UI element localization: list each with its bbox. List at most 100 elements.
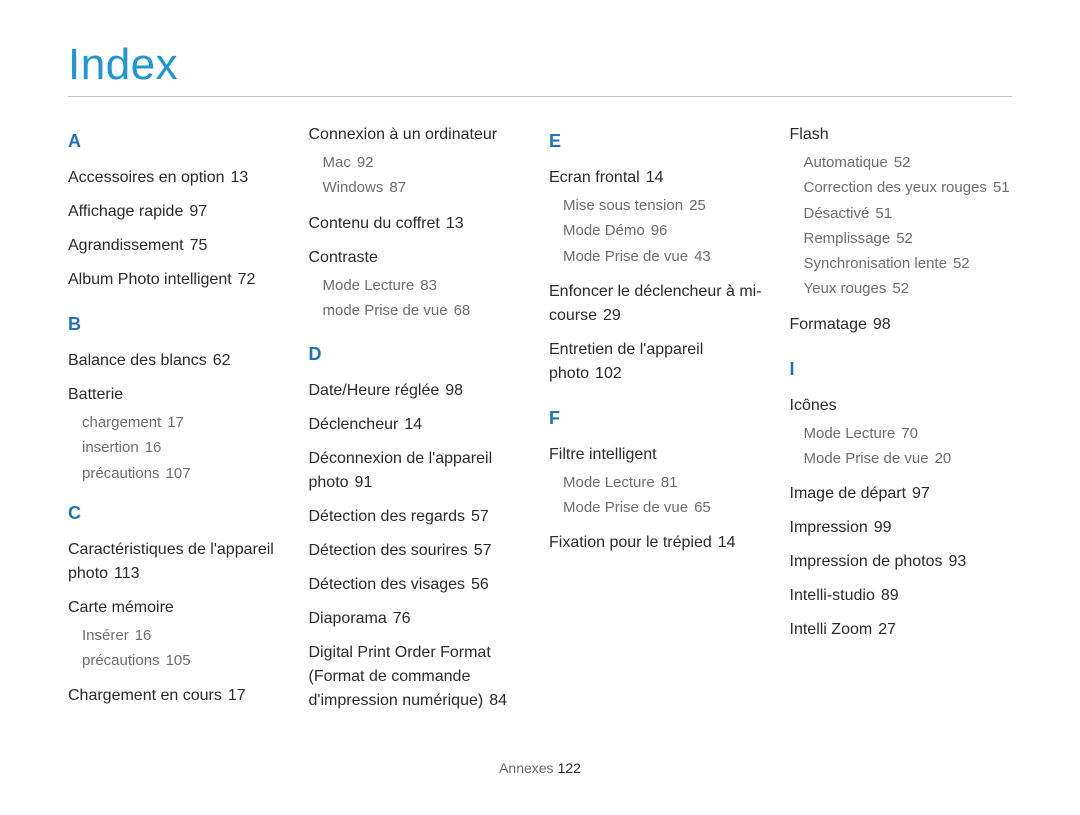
sub-page: 52 [892,280,909,297]
index-entry: Diaporama 76 [309,607,532,631]
index-entry: Impression99 [790,516,1013,540]
sub-page: 92 [357,154,374,171]
index-entry: Fixation pour le trépied14 [549,531,772,555]
entry-page: 98 [445,382,463,399]
index-entry: Formatage98 [790,313,1013,337]
sub-entry: Mode Lecture 70 [804,422,1013,445]
sub-page: 96 [651,222,668,239]
entry-text: Accessoires en option [68,169,225,186]
section-letter-d: D [309,344,532,365]
entry-text: Caractéristiques de l'appareil photo [68,541,274,582]
index-entry: Icônes Mode Lecture70 Mode Prise de vue2… [790,394,1013,471]
index-entry: Flash Automatique52 Correction des yeux … [790,123,1013,301]
sub-entry: Mise sous tension25 [563,194,772,217]
index-entry: Détection des visages 56 [309,573,532,597]
entry-text: Filtre intelligent [549,446,657,463]
entry-text: Agrandissement [68,237,184,254]
index-entry: Carte mémoire Insérer16 précautions105 [68,596,291,673]
sub-entry: Windows87 [323,176,532,199]
sub-entry: chargement 17 [82,411,291,434]
sub-entry: Mac 92 [323,151,532,174]
section-letter-e: E [549,131,772,152]
sub-entry: Remplissage52 [804,227,1013,250]
entry-page: 84 [489,692,507,709]
entry-page: 72 [238,271,256,288]
index-entry: Batterie chargement17 insertion16 précau… [68,383,291,485]
sub-text: Mac [323,154,351,171]
entry-text: Connexion à un ordinateur [309,126,498,143]
sub-text: Mise sous tension [563,197,683,214]
entry-page: 97 [912,485,930,502]
index-entry: Image de départ97 [790,482,1013,506]
sub-page: 107 [166,465,191,482]
entry-text: Détection des regards [309,508,466,525]
sub-entry: Mode Prise de vue43 [563,245,772,268]
entry-text: Diaporama [309,610,387,627]
entry-text: Chargement en cours [68,687,222,704]
sub-entry: Désactivé51 [804,202,1013,225]
sub-entry: mode Prise de vue68 [323,299,532,322]
entry-text: Intelli-studio [790,587,875,604]
index-entry: Enfoncer le déclencheur à mi-course29 [549,280,772,328]
sub-entry: Mode Prise de vue65 [563,496,772,519]
entry-page: 75 [190,237,208,254]
page-title: Index [68,40,1012,97]
sub-page: 51 [875,205,892,222]
sub-page: 16 [145,439,162,456]
index-entry: Balance des blancs 62 [68,349,291,373]
index-entry: Contraste Mode Lecture83 mode Prise de v… [309,246,532,323]
entry-text: Enfoncer le déclencheur à mi-course [549,283,762,324]
column-1: A Accessoires en option13 Affichage rapi… [68,123,291,723]
sub-entry: insertion16 [82,436,291,459]
entry-text: Flash [790,126,829,143]
index-entry: Déclencheur14 [309,413,532,437]
entry-text: Contraste [309,249,378,266]
sub-text: Yeux rouges [804,280,887,297]
sub-text: chargement [82,414,161,431]
entry-text: Déconnexion de l'appareil photo [309,450,493,491]
entry-page: 113 [114,565,140,582]
entry-page: 76 [393,610,411,627]
sub-text: mode Prise de vue [323,302,448,319]
entry-page: 89 [881,587,899,604]
entry-page: 13 [446,215,464,232]
section-letter-f: F [549,408,772,429]
index-entry: Détection des sourires57 [309,539,532,563]
sub-entry: Mode Lecture81 [563,471,772,494]
footer-page-number: 122 [558,760,581,776]
sub-page: 43 [694,248,711,265]
sub-entry: Correction des yeux rouges51 [804,176,1013,199]
entry-text: Date/Heure réglée [309,382,440,399]
sub-page: 17 [167,414,184,431]
entry-text: Album Photo intelligent [68,271,232,288]
index-entry: Digital Print Order Format (Format de co… [309,641,532,713]
column-4: Flash Automatique52 Correction des yeux … [790,123,1013,723]
entry-text: Balance des blancs [68,352,207,369]
entry-text: Intelli Zoom [790,621,873,638]
sub-text: Mode Lecture [804,425,896,442]
sub-page: 70 [901,425,918,442]
sub-page: 87 [389,179,406,196]
entry-page: 14 [404,416,422,433]
entry-text: Détection des visages [309,576,466,593]
footer-label: Annexes [499,760,553,776]
index-entry: Intelli-studio 89 [790,584,1013,608]
entry-page: 14 [646,169,664,186]
sub-entry: Synchronisation lente52 [804,252,1013,275]
entry-page: 56 [471,576,489,593]
index-entry: Intelli Zoom 27 [790,618,1013,642]
column-2: Connexion à un ordinateur Mac 92 Windows8… [309,123,532,723]
sub-text: Mode Lecture [563,474,655,491]
entry-text: Digital Print Order Format (Format de co… [309,644,491,709]
index-entry: Ecran frontal 14 Mise sous tension25 Mode… [549,166,772,268]
column-3: E Ecran frontal 14 Mise sous tension25 Mo… [549,123,772,723]
index-entry: Agrandissement 75 [68,234,291,258]
sub-page: 52 [894,154,911,171]
page-footer: Annexes 122 [0,760,1080,776]
index-entry: Connexion à un ordinateur Mac 92 Windows8… [309,123,532,200]
sub-text: Remplissage [804,230,891,247]
sub-text: Mode Prise de vue [563,499,688,516]
entry-page: 62 [213,352,231,369]
entry-page: 27 [878,621,896,638]
entry-text: Ecran frontal [549,169,640,186]
